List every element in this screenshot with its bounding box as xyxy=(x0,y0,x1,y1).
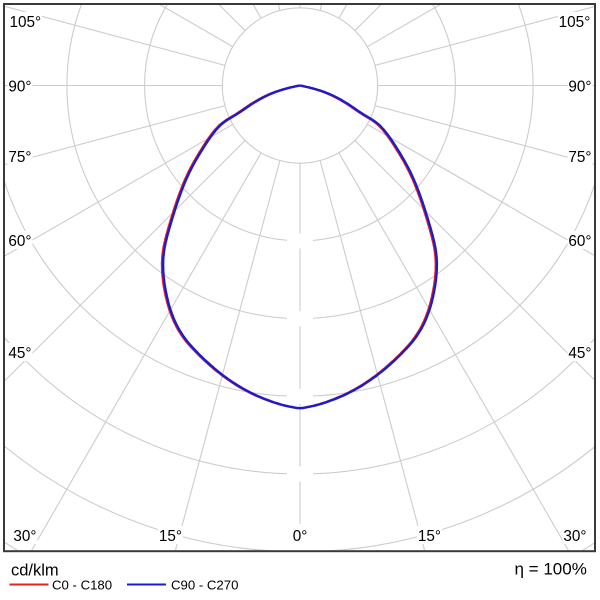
svg-text:15°: 15° xyxy=(159,528,182,545)
svg-text:C0 - C180: C0 - C180 xyxy=(52,577,112,592)
svg-text:75°: 75° xyxy=(8,149,31,166)
svg-text:105°: 105° xyxy=(9,14,41,31)
svg-text:105°: 105° xyxy=(559,14,591,31)
svg-text:45°: 45° xyxy=(8,345,31,362)
svg-text:η = 100%: η = 100% xyxy=(515,560,587,579)
svg-text:15°: 15° xyxy=(418,528,441,545)
svg-text:90°: 90° xyxy=(568,79,591,96)
svg-text:60°: 60° xyxy=(568,233,591,250)
svg-text:90°: 90° xyxy=(8,79,31,96)
svg-text:30°: 30° xyxy=(563,528,586,545)
svg-text:60°: 60° xyxy=(8,233,31,250)
svg-text:cd/klm: cd/klm xyxy=(11,562,59,580)
svg-text:75°: 75° xyxy=(568,149,591,166)
svg-text:C90 - C270: C90 - C270 xyxy=(171,577,238,592)
svg-text:45°: 45° xyxy=(568,345,591,362)
svg-text:0°: 0° xyxy=(293,528,308,545)
svg-text:30°: 30° xyxy=(13,528,36,545)
